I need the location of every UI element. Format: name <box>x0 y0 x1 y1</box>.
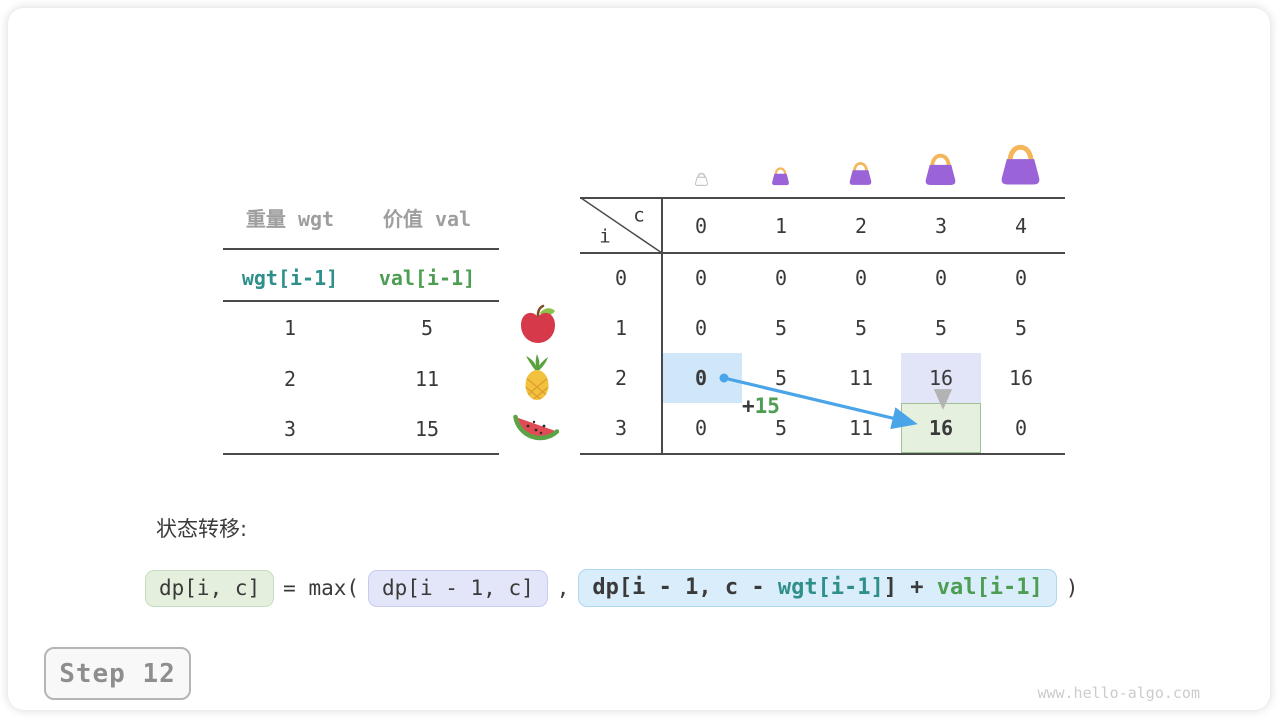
bag-outline-icon <box>695 172 708 186</box>
formula-close-paren: ) <box>1065 576 1079 600</box>
item-2-weight: 2 <box>283 367 297 391</box>
transition-arrows <box>719 373 953 430</box>
bag-small-icon <box>772 167 789 186</box>
dp-cell-3-4: 0 <box>1014 416 1028 440</box>
dp-cell-1-4: 5 <box>1014 316 1028 340</box>
formula-lhs-box: dp[i, c] <box>145 569 275 607</box>
bag-xlarge-icon <box>1001 144 1040 185</box>
dp-cell-3-0: 0 <box>694 416 708 440</box>
dp-col-header-2: 2 <box>854 214 868 238</box>
dp-cell-0-3: 0 <box>934 266 948 290</box>
item-3-value: 15 <box>414 417 440 441</box>
dp-cell-3-1: 5 <box>774 416 788 440</box>
dp-row-header-3: 3 <box>614 416 628 440</box>
take-expr-dp: dp[i - 1, c - <box>592 575 778 600</box>
dp-cell-0-0: 0 <box>694 266 708 290</box>
item-1-weight: 1 <box>283 316 297 340</box>
formula-comma: , <box>556 576 570 600</box>
dp-cell-2-4: 16 <box>1008 366 1034 390</box>
value-gain-annotation: +15 <box>742 396 780 417</box>
dp-cell-0-2: 0 <box>854 266 868 290</box>
dp-table-header-rule <box>580 252 1065 254</box>
take-arrow <box>723 376 918 430</box>
dp-cell-1-2: 5 <box>854 316 868 340</box>
dp-col-header-4: 4 <box>1014 214 1028 238</box>
take-expr-wgt: wgt[i-1] <box>777 575 884 600</box>
take-expr-plus: + <box>897 575 937 600</box>
formula-label: 状态转移: <box>156 517 248 541</box>
plus-value: 15 <box>754 394 780 418</box>
dp-cell-2-3: 16 <box>928 366 954 390</box>
dp-table-vertical-rule <box>661 198 663 454</box>
step-badge: Step 12 <box>44 647 191 700</box>
dp-cell-1-3: 5 <box>934 316 948 340</box>
take-expr-bracket: ] <box>883 575 898 600</box>
items-table-bottom-rule <box>223 453 499 455</box>
items-value-header: 价值 val <box>382 207 472 231</box>
apple-icon <box>521 304 555 343</box>
watermark: www.hello-algo.com <box>1037 684 1200 702</box>
dp-cell-0-4: 0 <box>1014 266 1028 290</box>
corner-diagonal-line <box>581 198 662 253</box>
dp-col-header-1: 1 <box>774 214 788 238</box>
item-1-value: 5 <box>420 316 434 340</box>
formula-take-box: dp[i - 1, c - wgt[i-1]] + val[i-1] <box>578 569 1057 607</box>
dp-cell-2-2: 11 <box>848 366 874 390</box>
dp-col-header-3: 3 <box>934 214 948 238</box>
items-table-mid-rule <box>223 300 499 302</box>
dp-col-header-0: 0 <box>694 214 708 238</box>
formula-row: dp[i, c] = max( dp[i - 1, c] , dp[i - 1,… <box>145 568 1087 608</box>
corner-col-var: c <box>633 204 645 227</box>
bag-large-icon <box>925 153 956 185</box>
item-3-weight: 3 <box>283 417 297 441</box>
corner-row-var: i <box>599 225 611 248</box>
dp-cell-3-2: 11 <box>848 416 874 440</box>
dp-row-header-1: 1 <box>614 316 628 340</box>
dp-row-header-0: 0 <box>614 266 628 290</box>
plus-sign: + <box>742 394 755 418</box>
pineapple-icon <box>525 354 549 400</box>
items-weight-header: 重量 wgt <box>245 207 335 231</box>
dp-cell-2-1: 5 <box>774 366 788 390</box>
formula-skip-box: dp[i - 1, c] <box>368 569 548 607</box>
dp-cell-2-0: 0 <box>694 366 708 390</box>
dp-row-header-2: 2 <box>614 366 628 390</box>
items-wgt-subheader: wgt[i-1] <box>241 266 339 290</box>
dp-cell-3-3: 16 <box>928 416 954 440</box>
dp-cell-1-0: 0 <box>694 316 708 340</box>
bag-medium-icon <box>849 162 872 185</box>
formula-equals-max: = max( <box>283 576 360 600</box>
dp-cell-0-1: 0 <box>774 266 788 290</box>
dp-cell-1-1: 5 <box>774 316 788 340</box>
figure-card: 重量 wgt 价值 val wgt[i-1] val[i-1] 1 5 2 11… <box>8 8 1270 710</box>
dp-table-top-rule <box>580 197 1065 199</box>
take-expr-val: val[i-1] <box>936 575 1043 600</box>
dp-table-bottom-rule <box>580 453 1065 455</box>
watermelon-icon <box>513 414 559 441</box>
items-table-top-rule <box>223 248 499 250</box>
items-val-subheader: val[i-1] <box>378 266 476 290</box>
item-2-value: 11 <box>414 367 440 391</box>
